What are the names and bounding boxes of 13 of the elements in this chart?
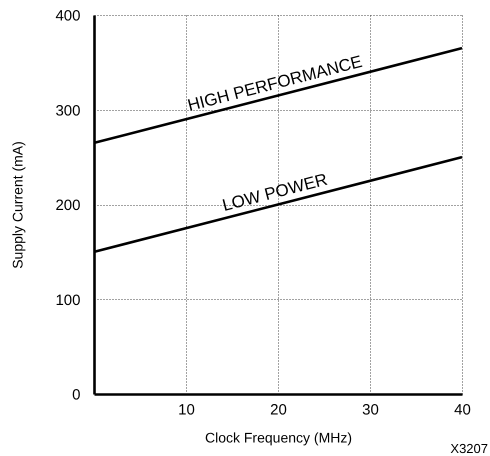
y-tick-label: 100 xyxy=(55,292,80,309)
y-tick-label: 400 xyxy=(55,8,80,24)
x-tick-label: 30 xyxy=(362,402,379,418)
text: X3207 xyxy=(450,441,488,456)
x-tick-label: 10 xyxy=(178,402,195,418)
x-axis-title: Clock Frequency (MHz) xyxy=(204,430,352,446)
y-tick-label: 200 xyxy=(55,197,80,214)
x-tick-label: 40 xyxy=(454,402,471,418)
y-tick-label: 0 xyxy=(72,386,80,404)
y-tick-label: 300 xyxy=(55,102,80,120)
x-tick-label: 20 xyxy=(270,402,287,418)
text: LOW POWER xyxy=(220,170,330,216)
y-axis-title: Supply Current (mA) xyxy=(9,141,26,269)
